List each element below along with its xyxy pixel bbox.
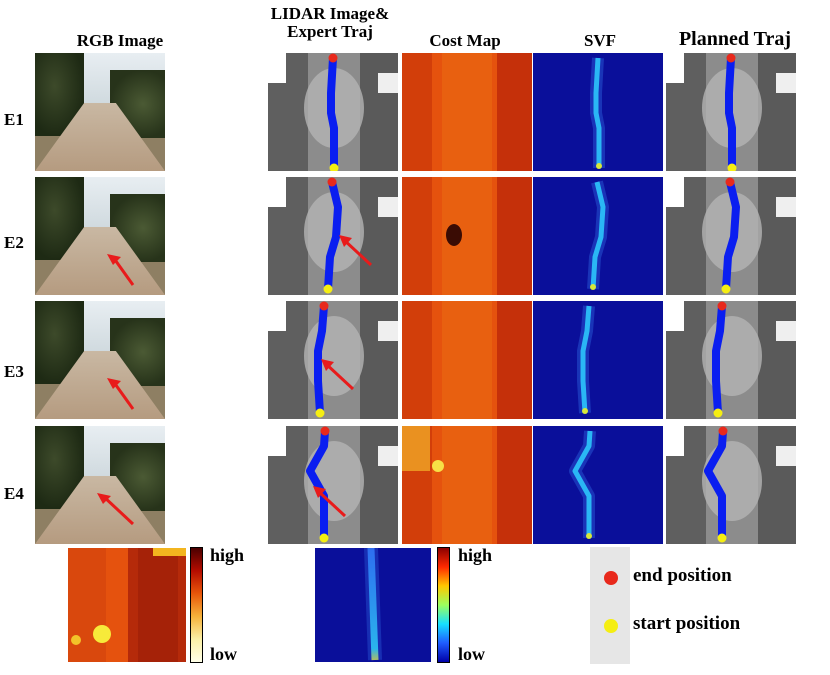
trajectory-path [314,305,328,414]
red-arrowhead [107,254,121,265]
start-marker [717,533,727,543]
trajectory-path [327,57,338,168]
svf-colorbar-low: low [458,644,485,664]
trajectory-path [324,181,342,290]
end-marker [328,53,338,63]
start-marker [323,284,333,294]
svf-colorbar [437,547,450,663]
panel-e4-svf [533,426,663,544]
start-position-marker [604,619,618,633]
start-marker [713,408,723,418]
svf-path [572,430,593,538]
trajectory-path [306,430,329,538]
trajectory-path [712,305,726,414]
panel-e1-cost [402,53,532,171]
red-arrow [315,488,347,518]
legend-marker-column [590,547,630,664]
svf-start-glow [590,284,596,290]
panel-e2-lidar [268,177,398,295]
panel-e1-planned [666,53,796,171]
header-lidar-line2: Expert Traj [287,22,373,41]
svf-path [593,57,602,168]
cost-colorbar-high: high [210,545,245,565]
red-arrowhead [321,359,334,371]
panel-e4-rgb [35,426,165,544]
red-arrowhead [313,486,326,498]
panel-e3-svf [533,301,663,419]
panel-e2-planned [666,177,796,295]
end-position-marker [604,571,618,585]
start-marker [329,163,339,171]
panel-e1-rgb [35,53,165,171]
red-arrow [101,494,135,526]
start-marker [315,408,325,418]
end-marker [725,177,735,187]
svf-path [580,305,592,414]
trajectory-path [704,430,727,538]
row-label-e4: E4 [4,484,24,503]
svf-start-glow [582,408,588,414]
panel-e2-svf [533,177,663,295]
panel-e3-cost [402,301,532,419]
svf-path [590,181,606,290]
header-planned-traj: Planned Traj [678,28,792,50]
end-marker [717,301,727,311]
row-label-e2: E2 [4,233,24,252]
panel-e3-lidar [268,301,398,419]
end-marker [327,177,337,187]
panel-e2-cost [402,177,532,295]
svf-start-glow [586,533,592,539]
svf-start-glow [596,163,602,169]
red-arrowhead [339,235,352,247]
svf-colorbar-high: high [458,545,493,565]
panel-e3-rgb [35,301,165,419]
header-lidar-line1: LIDAR Image& [270,4,390,23]
panel-e4-lidar [268,426,398,544]
start-marker [727,163,737,171]
red-arrowhead [97,493,111,504]
row-label-e1: E1 [4,110,24,129]
red-arrow [341,237,373,267]
start-marker [721,284,731,294]
panel-e2-rgb [35,177,165,295]
panel-e4-cost [402,426,532,544]
row-label-e3: E3 [4,362,24,381]
cost-colorbar [190,547,203,663]
header-cost-map: Cost Map [429,31,501,50]
header-lidar-image: LIDAR Image& Expert Traj [250,5,410,41]
legend-end-position: end position [633,565,732,586]
cost-colorbar-low: low [210,644,237,664]
panel-e3-planned [666,301,796,419]
panel-e1-lidar [268,53,398,171]
end-marker [726,53,736,63]
cost-map-sample [68,548,186,662]
trajectory-path [725,57,736,168]
trajectory-path [722,181,740,290]
red-arrowhead [107,378,121,389]
end-marker [320,426,330,436]
header-rgb-image: RGB Image [76,31,164,50]
end-marker [718,426,728,436]
panel-e1-svf [533,53,663,171]
panel-e4-planned [666,426,796,544]
end-marker [319,301,329,311]
svf-sample [315,548,431,662]
start-marker [319,533,329,543]
header-svf: SVF [583,31,617,50]
legend-start-position: start position [633,613,741,634]
red-arrow [323,361,355,391]
